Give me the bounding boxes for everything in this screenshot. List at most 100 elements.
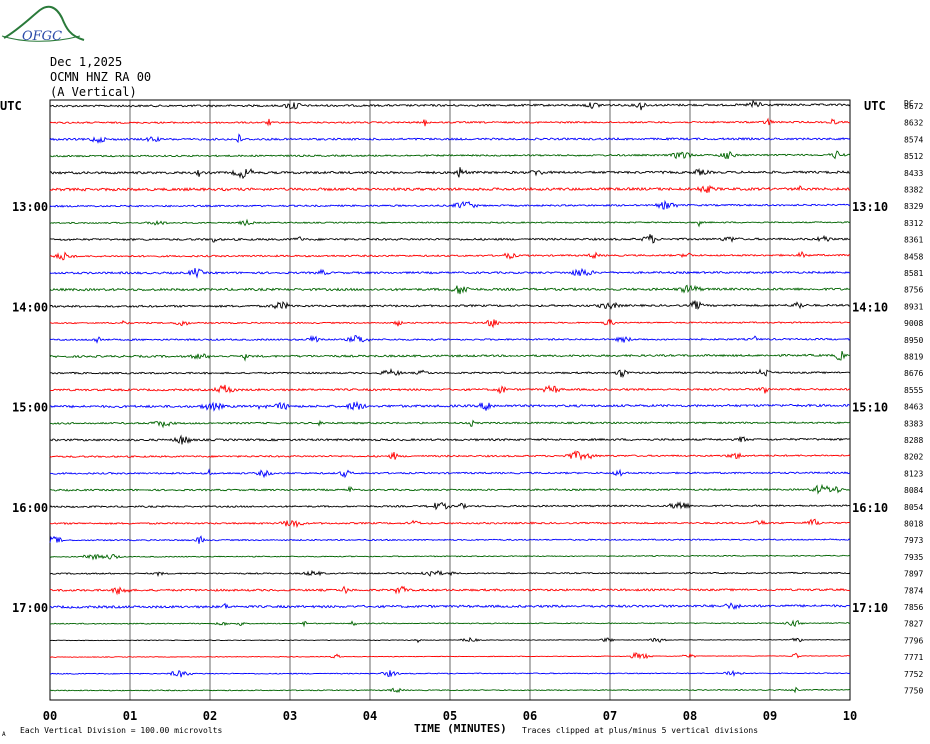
- dc-offset-label: 8084: [904, 486, 923, 495]
- seismic-trace: [49, 585, 851, 596]
- dc-offset-label: 8054: [904, 503, 923, 512]
- left-time-label: 14:00: [12, 300, 48, 314]
- x-tick-label: 10: [843, 709, 857, 723]
- dc-offset-label: 8555: [904, 386, 923, 395]
- x-tick-label: 07: [603, 709, 617, 723]
- dc-offset-label: 8312: [904, 219, 923, 228]
- seismic-trace: [49, 99, 851, 111]
- dc-offset-label: 8574: [904, 135, 923, 144]
- x-tick-label: 04: [363, 709, 377, 723]
- seismic-trace: [49, 267, 851, 279]
- seismic-trace: [49, 483, 851, 495]
- footer-clip-note: Traces clipped at plus/minus 5 vertical …: [522, 726, 758, 735]
- seismic-trace: [49, 553, 851, 561]
- dc-offset-label: 8672: [904, 102, 923, 111]
- dc-offset-label: 8676: [904, 369, 923, 378]
- seismic-trace: [49, 234, 851, 244]
- x-tick-label: 06: [523, 709, 537, 723]
- header-date: Dec 1,2025: [50, 55, 122, 69]
- seismic-trace: [49, 419, 851, 429]
- seismic-trace: [49, 686, 851, 694]
- dc-offset-label: 8329: [904, 202, 923, 211]
- dc-offset-label: 7752: [904, 670, 923, 679]
- dc-offset-label: 8202: [904, 453, 923, 462]
- logo-text: OFGC: [22, 29, 62, 44]
- x-tick-label: 00: [43, 709, 57, 723]
- dc-offset-label: 7935: [904, 553, 923, 562]
- dc-label: DC: [904, 99, 914, 108]
- dc-offset-label: 8433: [904, 169, 923, 178]
- header-station: OCMN HNZ RA 00: [50, 70, 151, 84]
- right-time-label: 16:10: [852, 501, 888, 515]
- dc-offset-labels: 8672 8632 8574 8512 8433 8382 8329 8312 8361 8458…: [904, 102, 923, 696]
- dc-offset-label: 7856: [904, 603, 923, 612]
- dc-offset-label: 7796: [904, 636, 923, 645]
- seismic-trace: [49, 569, 851, 577]
- seismic-trace: [49, 669, 851, 678]
- dc-offset-label: 7897: [904, 570, 923, 579]
- dc-offset-label: 7827: [904, 620, 923, 629]
- seismic-trace: [49, 167, 850, 180]
- dc-offset-label: 8931: [904, 302, 923, 311]
- seismic-trace: [49, 350, 851, 362]
- right-time-label: 14:10: [852, 300, 888, 314]
- traces: [49, 99, 851, 694]
- left-time-label: 15:00: [12, 401, 48, 415]
- left-time-label: 17:00: [12, 601, 48, 615]
- x-axis-title: TIME (MINUTES): [414, 722, 507, 735]
- seismic-trace: [49, 468, 851, 479]
- left-time-label: 13:00: [12, 200, 48, 214]
- dc-offset-label: 9008: [904, 319, 923, 328]
- dc-offset-label: 8382: [904, 186, 923, 195]
- seismic-trace: [50, 368, 851, 379]
- logo: OFGC: [1, 5, 85, 44]
- seismic-trace: [49, 535, 851, 544]
- right-time-label: 15:10: [852, 401, 888, 415]
- seismic-trace: [49, 334, 851, 344]
- dc-offset-label: 7771: [904, 653, 923, 662]
- dc-offset-label: 8463: [904, 403, 923, 412]
- x-tick-label: 03: [283, 709, 297, 723]
- dc-offset-label: 8288: [904, 436, 923, 445]
- right-time-labels: 13:10 14:10 15:10 16:10 17:10: [852, 200, 888, 615]
- utc-right-label: UTC: [864, 99, 886, 113]
- dc-offset-label: 8512: [904, 152, 923, 161]
- dc-offset-label: 8581: [904, 269, 923, 278]
- x-tick-label: 02: [203, 709, 217, 723]
- seismic-trace: [49, 199, 851, 210]
- seismic-trace: [49, 518, 851, 529]
- seismic-trace: [49, 250, 851, 261]
- logo-swoosh-icon: [1, 35, 81, 42]
- left-time-label: 16:00: [12, 501, 48, 515]
- dc-offset-label: 8383: [904, 419, 923, 428]
- seismic-trace: [49, 384, 851, 395]
- x-tick-label: 08: [683, 709, 697, 723]
- dc-offset-label: 8756: [904, 286, 923, 295]
- seismic-trace: [49, 434, 851, 445]
- utc-left-label: UTC: [0, 99, 22, 113]
- logo-mountain-icon: [3, 5, 85, 41]
- seismic-trace: [49, 636, 850, 644]
- seismic-trace: [49, 150, 851, 160]
- dc-offset-label: 8123: [904, 469, 923, 478]
- seismic-trace: [49, 450, 851, 461]
- dc-offset-label: 8458: [904, 252, 923, 261]
- seismic-trace: [49, 133, 851, 144]
- seismic-trace: [49, 400, 851, 412]
- seismic-trace: [49, 300, 850, 310]
- dc-offset-label: 8018: [904, 520, 923, 529]
- seismic-trace: [49, 218, 851, 228]
- seismic-trace: [49, 117, 850, 127]
- seismic-trace: [49, 501, 851, 511]
- dc-offset-label: 8819: [904, 353, 923, 362]
- dc-offset-label: 8950: [904, 336, 923, 345]
- seismic-trace: [49, 651, 851, 660]
- right-time-label: 17:10: [852, 601, 888, 615]
- dc-offset-label: 7874: [904, 586, 923, 595]
- dc-offset-label: 7750: [904, 687, 923, 696]
- dc-offset-label: 8361: [904, 236, 923, 245]
- vertical-grid: [49, 100, 851, 700]
- seismic-trace: [49, 619, 851, 628]
- x-tick-label: 01: [123, 709, 137, 723]
